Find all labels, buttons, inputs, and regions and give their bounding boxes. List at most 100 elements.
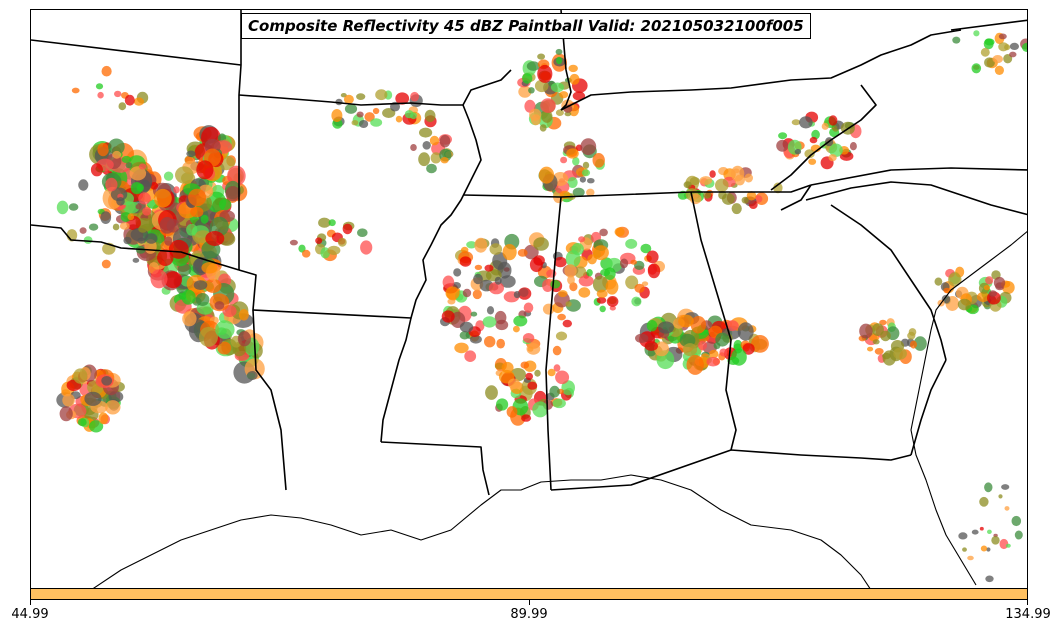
reflectivity-blob bbox=[494, 276, 502, 285]
reflectivity-blob bbox=[469, 335, 482, 344]
state-border-mo-ar bbox=[238, 104, 482, 319]
reflectivity-blob bbox=[520, 361, 530, 369]
reflectivity-blob bbox=[731, 348, 747, 366]
reflectivity-blob bbox=[555, 109, 564, 116]
reflectivity-blob bbox=[218, 198, 232, 211]
reflectivity-blob bbox=[440, 157, 449, 164]
reflectivity-blob bbox=[462, 288, 472, 298]
reflectivity-blob bbox=[580, 138, 597, 156]
reflectivity-blob bbox=[751, 335, 769, 353]
map-title: Composite Reflectivity 45 dBZ Paintball … bbox=[241, 13, 811, 39]
reflectivity-blob bbox=[913, 336, 927, 351]
reflectivity-blob bbox=[71, 87, 80, 94]
reflectivity-blob bbox=[528, 87, 535, 94]
reflectivity-blob bbox=[395, 115, 403, 123]
reflectivity-blob bbox=[513, 315, 528, 327]
reflectivity-blob bbox=[778, 132, 788, 140]
reflectivity-blob bbox=[910, 340, 917, 349]
reflectivity-blob bbox=[1021, 42, 1027, 52]
colorbar-tick bbox=[529, 600, 530, 605]
reflectivity-blob bbox=[318, 217, 331, 228]
colorbar bbox=[30, 588, 1028, 600]
reflectivity-blob bbox=[625, 238, 638, 249]
reflectivity-blob bbox=[1005, 543, 1011, 548]
reflectivity-blob bbox=[118, 102, 127, 111]
reflectivity-blob bbox=[794, 148, 802, 155]
reflectivity-blob bbox=[558, 290, 568, 298]
reflectivity-blob bbox=[646, 320, 658, 332]
reflectivity-blob bbox=[225, 186, 241, 202]
reflectivity-blob bbox=[68, 203, 79, 211]
reflectivity-blob bbox=[215, 320, 235, 339]
reflectivity-blob bbox=[182, 311, 197, 327]
reflectivity-blob bbox=[163, 171, 174, 181]
reflectivity-blob bbox=[620, 258, 629, 269]
reflectivity-blob bbox=[302, 249, 311, 258]
reflectivity-blob bbox=[734, 174, 746, 186]
reflectivity-blob bbox=[356, 111, 364, 118]
reflectivity-blob bbox=[166, 219, 180, 233]
reflectivity-blob bbox=[703, 191, 712, 199]
reflectivity-blob bbox=[690, 316, 707, 334]
reflectivity-blob bbox=[97, 91, 104, 99]
reflectivity-blob bbox=[116, 197, 125, 206]
reflectivity-blob bbox=[488, 281, 504, 295]
reflectivity-blob bbox=[907, 331, 916, 340]
reflectivity-blob bbox=[360, 240, 373, 255]
reflectivity-blob bbox=[592, 245, 609, 261]
reflectivity-blob bbox=[596, 289, 608, 298]
reflectivity-blob bbox=[101, 65, 112, 77]
reflectivity-blob bbox=[646, 250, 659, 264]
reflectivity-blob bbox=[849, 142, 857, 151]
reflectivity-blob bbox=[89, 420, 104, 433]
reflectivity-blob bbox=[587, 178, 595, 184]
reflectivity-blob bbox=[482, 316, 497, 328]
reflectivity-blob bbox=[948, 272, 962, 287]
reflectivity-blob bbox=[246, 371, 258, 380]
reflectivity-blob bbox=[474, 264, 483, 270]
reflectivity-blob bbox=[525, 372, 533, 381]
reflectivity-blob bbox=[1009, 42, 1020, 51]
reflectivity-blob bbox=[426, 163, 437, 174]
reflectivity-blob bbox=[682, 343, 698, 357]
reflectivity-blob bbox=[977, 291, 990, 303]
reflectivity-blob bbox=[741, 196, 749, 204]
reflectivity-blob bbox=[1004, 506, 1010, 511]
reflectivity-blob bbox=[439, 134, 451, 148]
reflectivity-blob bbox=[59, 406, 73, 422]
reflectivity-blob bbox=[985, 276, 994, 285]
reflectivity-blob bbox=[513, 291, 521, 299]
reflectivity-blob bbox=[410, 91, 419, 102]
reflectivity-blob bbox=[526, 61, 540, 71]
state-border-va-nc bbox=[950, 19, 1027, 31]
state-border-al-ga bbox=[690, 191, 737, 451]
reflectivity-blob bbox=[560, 156, 568, 164]
reflectivity-blob bbox=[983, 38, 994, 50]
reflectivity-blob bbox=[880, 330, 891, 342]
reflectivity-blob bbox=[791, 119, 801, 126]
reflectivity-blob bbox=[77, 418, 87, 427]
reflectivity-blob bbox=[200, 214, 209, 224]
reflectivity-blob bbox=[556, 56, 563, 65]
reflectivity-blob bbox=[496, 398, 509, 411]
reflectivity-blob bbox=[549, 385, 560, 398]
reflectivity-blob bbox=[181, 289, 196, 305]
reflectivity-blob bbox=[507, 378, 521, 390]
reflectivity-blob bbox=[78, 179, 89, 191]
reflectivity-blob bbox=[554, 256, 567, 268]
reflectivity-blob bbox=[985, 575, 994, 583]
reflectivity-blob bbox=[550, 279, 561, 289]
reflectivity-blob bbox=[447, 298, 456, 305]
reflectivity-blob bbox=[609, 305, 616, 311]
reflectivity-blob bbox=[934, 277, 943, 286]
reflectivity-blob bbox=[829, 143, 843, 157]
reflectivity-blob bbox=[605, 279, 619, 295]
reflectivity-blob bbox=[592, 275, 609, 293]
state-border-ky-wv bbox=[770, 84, 877, 191]
reflectivity-blob bbox=[132, 257, 140, 263]
reflectivity-blob bbox=[542, 279, 554, 292]
reflectivity-blob bbox=[522, 333, 535, 343]
reflectivity-blob bbox=[804, 149, 815, 159]
reflectivity-blob bbox=[733, 339, 743, 351]
reflectivity-blob bbox=[859, 323, 873, 339]
